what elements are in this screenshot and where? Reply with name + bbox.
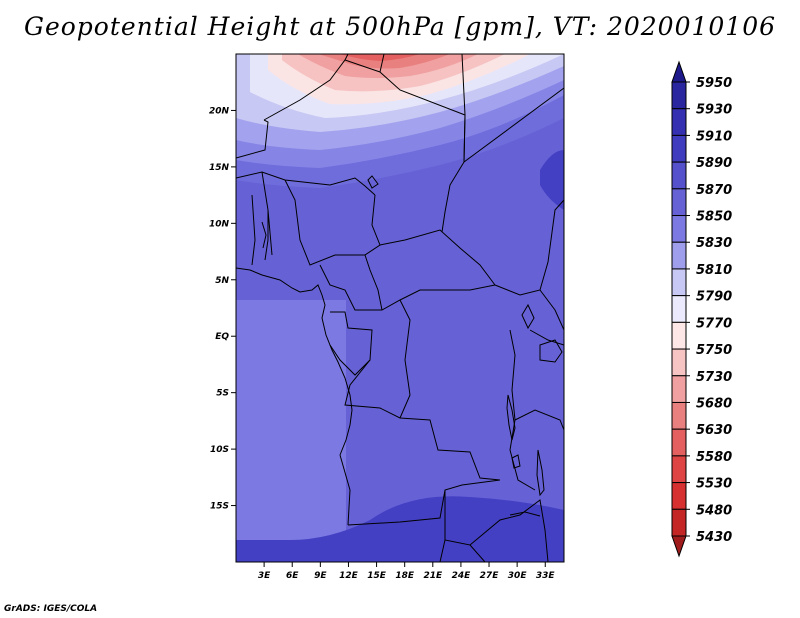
lake-volta — [261, 221, 267, 249]
credit-label: GrADS: IGES/COLA — [4, 604, 98, 614]
lake-albert — [521, 303, 535, 330]
lon-tick-label: 30E — [508, 571, 528, 581]
colorbar-bottom-triangle — [671, 535, 687, 558]
border-gabon — [329, 311, 373, 376]
lat-tick-label: 15N — [209, 163, 230, 173]
colorbar-swatch — [671, 81, 687, 110]
colorbar-level-label: 5910 — [696, 129, 732, 144]
border-nigeria — [261, 171, 365, 266]
border-benin-togo — [251, 194, 273, 266]
lon-tick-label: 21E — [423, 571, 443, 581]
colorbar-level-label: 5830 — [696, 236, 732, 251]
lake-malawi — [536, 449, 545, 497]
lat-tick-label: 10S — [210, 445, 229, 455]
lake-chad — [367, 175, 379, 189]
colorbar-top-triangle — [671, 60, 687, 83]
lon-axis: 3E 6E 9E 12E 15E 18E 21E 24E 27E 30E 33E — [258, 562, 556, 581]
lat-tick-label: 15S — [210, 502, 229, 512]
border-drc-west — [344, 359, 501, 481]
lake-tanganyika — [506, 394, 516, 441]
colorbar-level-label: 5530 — [696, 477, 732, 492]
lat-tick-label: 10N — [209, 219, 230, 229]
lon-tick-label: 27E — [480, 571, 500, 581]
colorbar-level-label: 5770 — [696, 316, 732, 331]
field-west-lighter — [236, 300, 346, 562]
height-field — [236, 54, 564, 562]
country-borders — [236, 54, 564, 562]
border-chad-sudan — [441, 114, 466, 233]
field-band-5580 — [340, 54, 420, 61]
lon-tick-label: 12E — [339, 571, 359, 581]
colorbar-swatch — [671, 161, 687, 190]
lake-kariba — [509, 511, 541, 517]
border-chad-car — [379, 229, 496, 286]
colorbar-level-label: 5930 — [696, 103, 732, 118]
plot-frame — [235, 53, 565, 563]
lake-mweru — [511, 454, 521, 469]
lon-tick-label: 15E — [367, 571, 387, 581]
colorbar-swatch — [671, 482, 687, 510]
border-mali-niger — [236, 119, 269, 159]
colorbar-swatch — [671, 375, 687, 403]
lon-tick-label: 33E — [536, 571, 556, 581]
lat-tick-label: EQ — [215, 332, 229, 342]
lon-tick-label: 18E — [395, 571, 415, 581]
field-east-high — [540, 150, 564, 210]
colorbar-swatch — [671, 348, 687, 377]
colorbar-swatch — [671, 241, 687, 270]
colorbar-level-label: 5810 — [696, 263, 732, 278]
colorbar-level-label: 5790 — [696, 290, 732, 305]
border-libya-chad — [344, 54, 466, 116]
colorbar-swatch — [671, 108, 687, 136]
border-algeria-niger — [263, 59, 381, 121]
lake-victoria — [539, 339, 563, 363]
colorbar-swatch — [671, 295, 687, 323]
colorbar-level-label: 5580 — [696, 450, 732, 465]
lat-tick-label: 5S — [216, 389, 229, 399]
colorbar-swatch — [671, 401, 687, 430]
colorbar-level-label: 5680 — [696, 396, 732, 411]
border-drc-east — [399, 299, 411, 419]
colorbar-level-label: 5730 — [696, 370, 732, 385]
border-south-sudan — [494, 199, 564, 296]
west-africa-coast — [236, 267, 353, 456]
border-tanzania — [514, 409, 564, 431]
border-cameroon-congo — [319, 264, 496, 311]
colorbar-swatch — [671, 215, 687, 243]
border-angola-namibia — [339, 454, 501, 526]
lat-axis: 20N 15N 10N 5N EQ 5S 10S 15S — [209, 106, 236, 512]
lat-tick-label: 20N — [209, 106, 230, 116]
coastlines-lakes — [236, 175, 563, 517]
lon-tick-label: 9E — [314, 571, 327, 581]
map-title: Geopotential Height at 500hPa [gpm], VT:… — [23, 12, 777, 41]
colorbar-level-label: 5750 — [696, 343, 732, 358]
colorbar-swatch — [671, 134, 687, 163]
border-east-africa — [529, 289, 564, 346]
lon-tick-label: 3E — [258, 571, 271, 581]
colorbar-swatch — [671, 508, 687, 537]
colorbar-level-label: 5850 — [696, 210, 732, 225]
colorbar: 5950 5930 5910 5890 5870 5850 5830 5810 5790 5770… — [671, 60, 732, 558]
colorbar-swatch — [671, 268, 687, 297]
lon-tick-label: 24E — [452, 571, 472, 581]
lat-tick-label: 5N — [215, 276, 229, 286]
colorbar-level-label: 5890 — [696, 156, 732, 171]
colorbar-swatch — [671, 188, 687, 217]
border-botswana — [439, 539, 486, 562]
lon-tick-label: 6E — [286, 571, 299, 581]
field-band-5630 — [318, 54, 450, 69]
colorbar-swatch — [671, 455, 687, 484]
colorbar-level-label: 5870 — [696, 183, 732, 198]
border-zambia-zimbabwe — [444, 490, 549, 562]
colorbar-level-label: 5430 — [696, 530, 732, 545]
colorbar-level-label: 5950 — [696, 76, 732, 91]
colorbar-swatch — [671, 321, 687, 350]
colorbar-swatch — [671, 428, 687, 457]
colorbar-level-label: 5480 — [696, 503, 732, 518]
field-south-high — [236, 496, 564, 562]
colorbar-level-label: 5630 — [696, 423, 732, 438]
